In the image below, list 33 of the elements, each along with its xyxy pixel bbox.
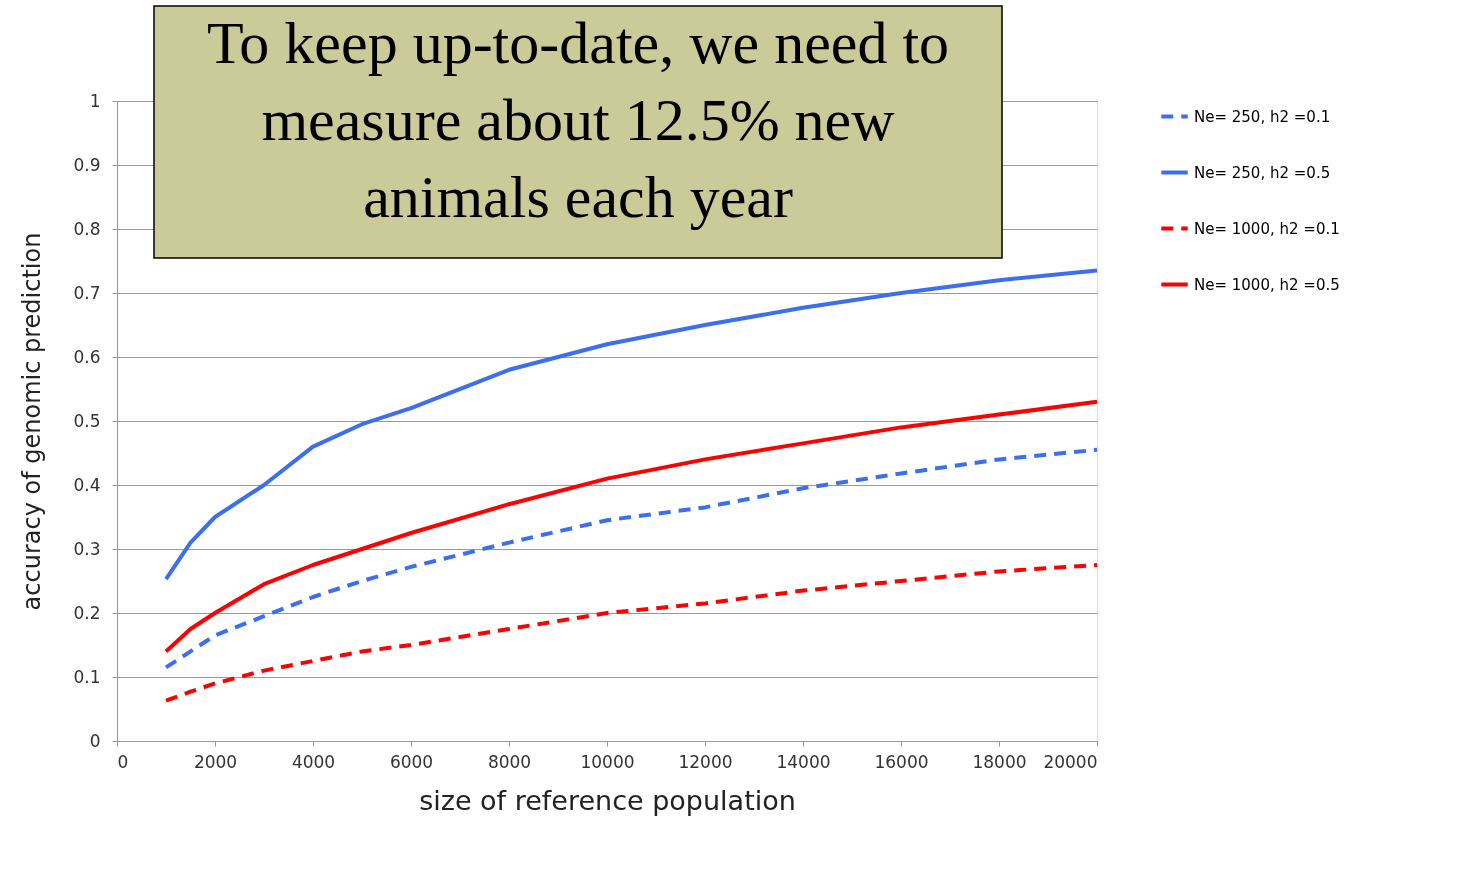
y-tick-label: 0.5 <box>73 410 101 431</box>
x-tick-label: 16000 <box>874 751 929 772</box>
y-tick-label: 0.9 <box>73 154 101 175</box>
x-tick-label: 14000 <box>776 751 831 772</box>
x-tick-label: 6000 <box>389 751 434 772</box>
line-series <box>164 563 1099 703</box>
line-series <box>164 268 1099 582</box>
y-tick-label: 0.1 <box>73 666 101 687</box>
y-axis-title: accuracy of genomic prediction <box>18 232 47 611</box>
y-tick-label: 0.6 <box>73 346 101 367</box>
x-tick-label: 0 <box>117 751 129 772</box>
legend-label: Ne= 250, h2 =0.1 <box>1194 107 1331 126</box>
x-tick-label: 4000 <box>291 751 336 772</box>
x-tick-label: 10000 <box>580 751 635 772</box>
y-tick-label: 0.2 <box>73 602 101 623</box>
line-series <box>164 447 1099 670</box>
annotation: To keep up-to-date, we need to measure about 12.5% new animals each year <box>206 10 950 230</box>
x-axis-title: size of reference population <box>419 784 796 816</box>
y-tick-label: 0.7 <box>73 282 101 303</box>
y-tick-label: 0.8 <box>73 218 101 239</box>
x-tick-label: 20000 <box>1043 751 1098 772</box>
legend-label: Ne= 1000, h2 =0.5 <box>1194 275 1340 294</box>
line-series <box>164 399 1099 654</box>
x-tick-label: 2000 <box>193 751 238 772</box>
x-tick-label: 12000 <box>678 751 733 772</box>
y-tick-label: 1 <box>89 90 101 111</box>
x-tick-label: 8000 <box>487 751 532 772</box>
legend-label: Ne= 250, h2 =0.5 <box>1194 163 1331 182</box>
x-tick-label: 18000 <box>972 751 1027 772</box>
y-tick-label: 0.4 <box>73 474 101 495</box>
legend-label: Ne= 1000, h2 =0.1 <box>1194 219 1340 238</box>
y-tick-label: 0.3 <box>73 538 101 559</box>
y-tick-label: 0 <box>89 730 101 751</box>
